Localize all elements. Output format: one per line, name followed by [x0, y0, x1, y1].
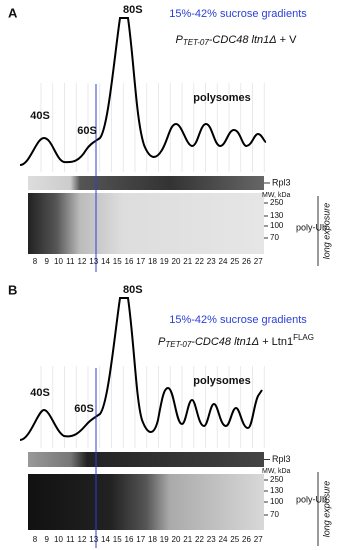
mw-marker: 70	[270, 233, 279, 242]
panel: A 80S 15%-42% sucrose gradients PTET-07-CDC…	[8, 4, 331, 272]
fraction-number: 23	[207, 535, 216, 544]
fraction-number: 12	[78, 535, 87, 544]
fraction-number: 21	[183, 535, 192, 544]
rpl3-blot	[28, 176, 264, 190]
genotype-part: TET-07	[165, 340, 191, 349]
fraction-number: 14	[101, 257, 110, 266]
mw-marker: 130	[270, 486, 284, 495]
poly-ub-blot	[28, 193, 264, 254]
fraction-number: 21	[183, 257, 192, 266]
blot-label: Rpl3	[272, 454, 291, 464]
fraction-number: 27	[254, 535, 263, 544]
peak-label: 60S	[74, 403, 94, 415]
gradient-label: 15%-42% sucrose gradients	[169, 314, 307, 326]
fraction-number: 8	[33, 257, 38, 266]
fraction-number: 19	[160, 257, 169, 266]
blot-label: poly-Ub	[296, 222, 327, 232]
fraction-number: 24	[219, 535, 228, 544]
polysome-profile	[19, 17, 267, 166]
genotype-part: + V	[280, 34, 297, 46]
fraction-number: 9	[45, 257, 50, 266]
fraction-number: 9	[45, 535, 50, 544]
mw-marker: 130	[270, 211, 284, 220]
fraction-number: 13	[89, 535, 98, 544]
mw-header: MW, kDa	[262, 192, 290, 199]
mw-marker: 250	[270, 475, 284, 484]
fraction-number: 13	[89, 257, 98, 266]
genotype-part: TET-07	[183, 38, 209, 47]
fraction-number: 25	[230, 535, 239, 544]
genotype: PTET-07-CDC48 ltn1Δ + Ltn1FLAG	[158, 333, 314, 349]
peak-label: 80S	[123, 284, 143, 296]
gradient-label: 15%-42% sucrose gradients	[169, 8, 307, 20]
rpl3-blot	[28, 452, 264, 467]
fraction-number: 20	[172, 535, 181, 544]
fraction-number: 24	[219, 257, 228, 266]
fraction-number: 26	[242, 535, 251, 544]
mw-marker: 100	[270, 497, 284, 506]
peak-label: 80S	[123, 4, 143, 16]
fraction-number: 17	[136, 535, 145, 544]
polysome-profile	[19, 297, 263, 441]
fraction-number: 23	[207, 257, 216, 266]
fraction-number: 22	[195, 257, 204, 266]
fraction-number: 18	[148, 535, 157, 544]
fraction-number: 27	[254, 257, 263, 266]
mw-header: MW, kDa	[262, 468, 290, 475]
fraction-number: 16	[125, 257, 134, 266]
genotype-part: + Ltn1	[262, 336, 293, 348]
panel-label: A	[8, 5, 18, 20]
poly-ub-blot	[28, 474, 264, 530]
fraction-number: 17	[136, 257, 145, 266]
fraction-number: 26	[242, 257, 251, 266]
genotype-part: P	[175, 34, 183, 46]
fraction-number: 16	[125, 535, 134, 544]
peak-label: 60S	[77, 125, 97, 137]
exposure-label: long exposure	[321, 481, 331, 538]
mw-marker: 70	[270, 510, 279, 519]
fraction-number: 20	[172, 257, 181, 266]
fraction-number: 22	[195, 535, 204, 544]
fraction-number: 14	[101, 535, 110, 544]
peak-label: 40S	[30, 387, 50, 399]
genotype: PTET-07-CDC48 ltn1Δ + V	[175, 34, 297, 47]
fraction-number: 10	[54, 535, 63, 544]
genotype-part: P	[158, 336, 166, 348]
peak-label: 40S	[30, 110, 50, 122]
panel-label: B	[8, 282, 17, 297]
polysomes-label: polysomes	[193, 375, 250, 387]
blot-label: poly-Ub	[296, 494, 327, 504]
fraction-number: 11	[66, 257, 75, 266]
polysomes-label: polysomes	[193, 92, 250, 104]
blot-label: Rpl3	[272, 177, 291, 187]
fraction-number: 19	[160, 535, 169, 544]
fraction-number: 8	[33, 535, 38, 544]
exposure-label: long exposure	[321, 203, 331, 260]
genotype-part: -CDC48 ltn1Δ	[209, 34, 277, 46]
fraction-number: 10	[54, 257, 63, 266]
fraction-number: 15	[113, 535, 122, 544]
fraction-number: 25	[230, 257, 239, 266]
fraction-number: 18	[148, 257, 157, 266]
fraction-number: 11	[66, 535, 75, 544]
fraction-number: 15	[113, 257, 122, 266]
mw-marker: 250	[270, 198, 284, 207]
genotype-part: FLAG	[293, 333, 314, 342]
mw-marker: 100	[270, 221, 284, 230]
genotype-part: -CDC48 ltn1Δ	[191, 336, 259, 348]
fraction-number: 12	[78, 257, 87, 266]
